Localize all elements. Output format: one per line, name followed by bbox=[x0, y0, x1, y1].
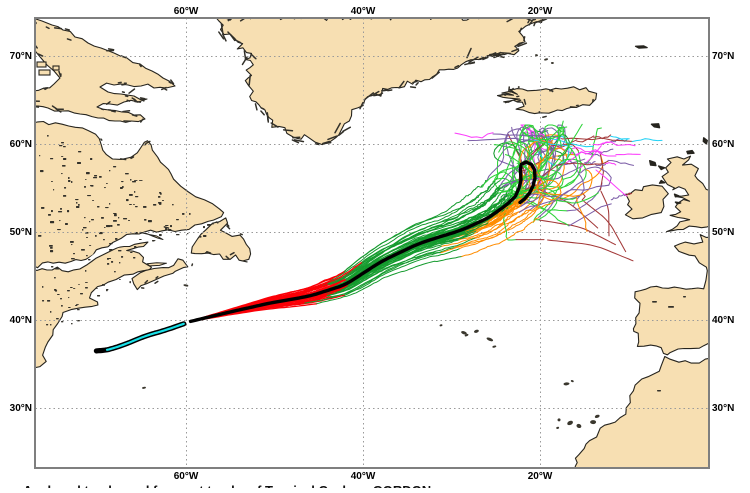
svg-text:60°W: 60°W bbox=[174, 471, 199, 482]
svg-text:50°N: 50°N bbox=[10, 227, 32, 238]
svg-text:60°N: 60°N bbox=[10, 139, 32, 150]
svg-text:70°N: 70°N bbox=[10, 51, 32, 62]
svg-text:60°N: 60°N bbox=[712, 139, 734, 150]
svg-text:Analysed tracks and forecast t: Analysed tracks and forecast tracks of T… bbox=[23, 483, 431, 488]
svg-text:70°N: 70°N bbox=[712, 51, 734, 62]
svg-text:40°W: 40°W bbox=[351, 471, 376, 482]
svg-text:20°W: 20°W bbox=[528, 6, 553, 17]
svg-text:40°N: 40°N bbox=[10, 315, 32, 326]
svg-text:40°W: 40°W bbox=[351, 6, 376, 17]
svg-text:40°N: 40°N bbox=[712, 315, 734, 326]
svg-text:30°N: 30°N bbox=[712, 403, 734, 414]
svg-text:50°N: 50°N bbox=[712, 227, 734, 238]
svg-text:20°W: 20°W bbox=[528, 471, 553, 482]
svg-text:60°W: 60°W bbox=[174, 6, 199, 17]
svg-text:30°N: 30°N bbox=[10, 403, 32, 414]
